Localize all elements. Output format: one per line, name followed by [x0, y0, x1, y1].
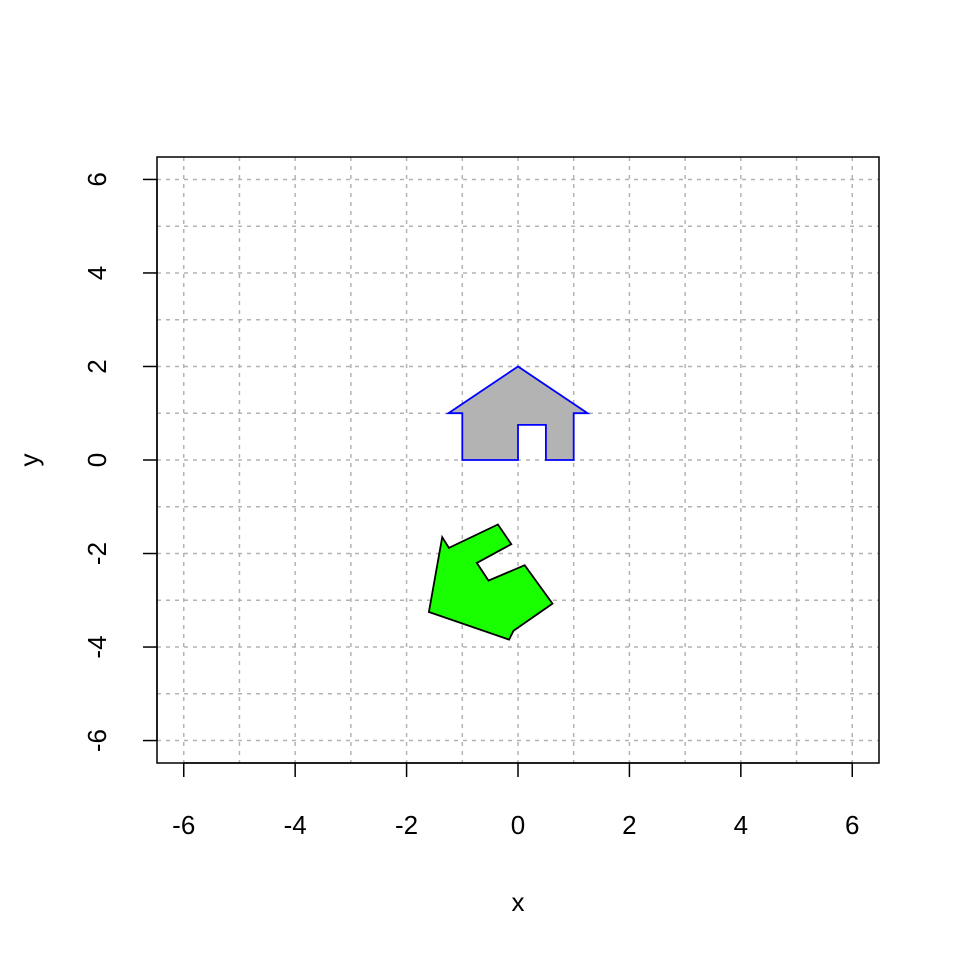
data-shapes [427, 365, 591, 641]
y-tick-label: 2 [82, 359, 112, 373]
y-tick-label: -4 [82, 635, 112, 658]
polygon-shape-1 [445, 365, 591, 461]
y-tick-label: 0 [82, 453, 112, 467]
x-tick-label: -4 [284, 810, 307, 840]
x-tick-label: 0 [511, 810, 525, 840]
x-axis: -6 -4 -2 0 2 4 6 [172, 762, 859, 840]
x-tick-label: -2 [395, 810, 418, 840]
y-tick-label: -6 [82, 729, 112, 752]
y-tick-label: 6 [82, 172, 112, 186]
x-axis-label: x [512, 887, 525, 917]
x-tick-label: -6 [172, 810, 195, 840]
x-tick-label: 2 [622, 810, 636, 840]
polygon-shape-2 [427, 523, 554, 641]
y-axis-label: y [14, 454, 44, 467]
x-tick-label: 4 [734, 810, 748, 840]
x-tick-label: 6 [845, 810, 859, 840]
y-tick-label: 4 [82, 266, 112, 280]
y-tick-label: -2 [82, 542, 112, 565]
y-axis: -6 -4 -2 0 2 4 6 [82, 172, 158, 752]
